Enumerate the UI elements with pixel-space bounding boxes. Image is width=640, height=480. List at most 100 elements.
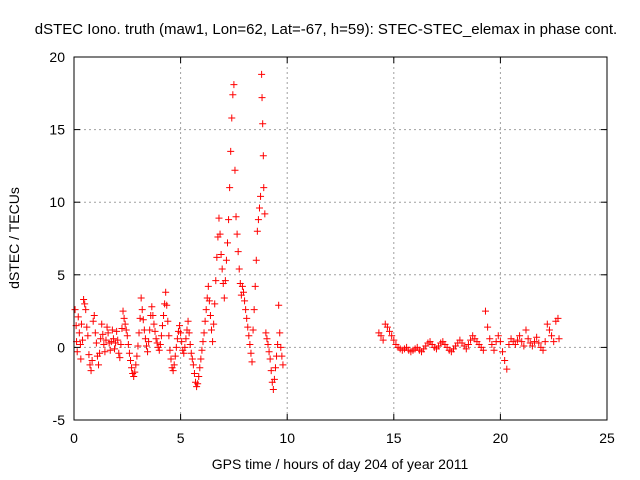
data-point — [120, 314, 128, 322]
data-point — [83, 323, 91, 331]
data-point — [150, 320, 158, 328]
data-point — [269, 386, 277, 394]
data-point — [77, 320, 85, 328]
data-point — [260, 184, 268, 192]
data-point — [86, 361, 94, 369]
data-point — [118, 325, 126, 333]
data-point — [252, 256, 260, 264]
data-point — [255, 204, 263, 212]
data-point — [186, 340, 194, 348]
data-point — [541, 338, 549, 346]
data-point — [75, 329, 83, 337]
data-point — [146, 326, 154, 334]
data-point — [234, 248, 242, 256]
data-point — [262, 329, 270, 337]
data-point — [89, 317, 97, 325]
data-point — [185, 329, 193, 337]
data-point — [138, 306, 146, 314]
data-point — [251, 282, 259, 290]
data-point — [79, 336, 87, 344]
data-point — [379, 336, 387, 344]
data-point — [520, 342, 528, 350]
data-point — [111, 345, 119, 353]
data-point — [213, 253, 221, 261]
data-point — [242, 306, 250, 314]
data-point — [249, 326, 257, 334]
x-tick-label: 25 — [599, 430, 615, 446]
data-point — [202, 306, 210, 314]
data-point — [390, 336, 398, 344]
data-point — [212, 277, 220, 285]
data-point — [235, 265, 243, 273]
data-point — [160, 311, 168, 319]
data-point — [245, 332, 253, 340]
data-point — [550, 338, 558, 346]
data-point — [267, 367, 275, 375]
y-tick-label: 15 — [49, 122, 65, 138]
data-point — [180, 349, 188, 357]
data-point — [516, 332, 524, 340]
data-point — [145, 338, 153, 346]
data-point — [101, 348, 109, 356]
data-point — [554, 314, 562, 322]
data-point — [131, 368, 139, 376]
data-point — [511, 340, 519, 348]
data-point — [265, 348, 273, 356]
x-tick-label: 15 — [386, 430, 402, 446]
data-point — [87, 367, 95, 375]
x-axis-label: GPS time / hours of day 204 of year 2011 — [212, 456, 469, 472]
data-point — [114, 336, 122, 344]
data-point — [210, 320, 218, 328]
data-point — [522, 326, 530, 334]
data-point — [248, 358, 256, 366]
data-point — [266, 355, 274, 363]
data-point — [141, 335, 149, 343]
data-point — [548, 332, 556, 340]
data-point — [221, 277, 229, 285]
data-point — [104, 329, 112, 337]
data-point — [198, 346, 206, 354]
data-point — [119, 307, 127, 315]
data-point — [123, 332, 131, 340]
data-point — [151, 327, 159, 335]
data-point — [189, 361, 197, 369]
data-point — [169, 367, 177, 375]
data-point — [388, 332, 396, 340]
data-point — [545, 326, 553, 334]
y-tick-label: 0 — [57, 339, 65, 355]
data-point — [157, 332, 165, 340]
data-point — [464, 340, 472, 348]
data-point — [247, 349, 255, 357]
data-point — [226, 184, 234, 192]
data-point — [261, 210, 269, 218]
data-point — [195, 372, 203, 380]
data-point — [224, 239, 232, 247]
data-point — [383, 323, 391, 331]
data-point — [239, 288, 247, 296]
data-point — [109, 335, 117, 343]
data-point — [181, 343, 189, 351]
data-point — [258, 94, 266, 102]
data-point — [490, 346, 498, 354]
data-point — [201, 317, 209, 325]
data-point — [258, 70, 266, 78]
data-point — [137, 294, 145, 302]
data-point — [505, 340, 513, 348]
data-point — [501, 356, 509, 364]
data-point — [264, 340, 272, 348]
data-point — [271, 364, 279, 372]
data-point — [274, 340, 282, 348]
data-point — [177, 329, 185, 337]
data-point — [533, 333, 541, 341]
data-point — [259, 152, 267, 160]
data-point — [84, 332, 92, 340]
data-point — [227, 147, 235, 155]
data-point — [149, 311, 157, 319]
y-tick-label: 5 — [57, 267, 65, 283]
data-point — [200, 329, 208, 337]
data-point — [171, 352, 179, 360]
y-tick-label: -5 — [53, 412, 66, 428]
data-point — [144, 348, 152, 356]
